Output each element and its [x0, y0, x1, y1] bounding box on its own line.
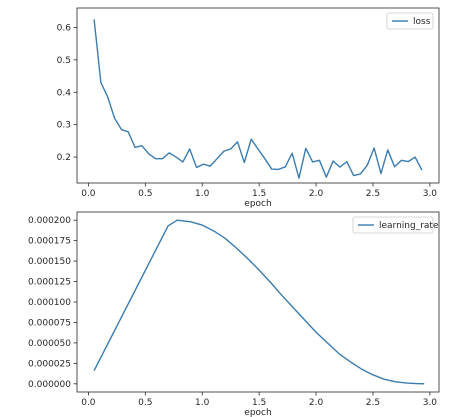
y-tick-label: 0.2: [57, 153, 71, 163]
y-tick-label: 0.000200: [28, 216, 71, 226]
plot-frame: [76, 211, 440, 393]
y-tick-label: 0.000000: [28, 380, 71, 390]
x-tick-label: 0.0: [81, 398, 96, 408]
chart-1: 0.0 0.5 1.0 1.5 2.0 2.5 3.0 0.2 0.3 0.4 0.5 0.6 epoc…: [57, 7, 440, 209]
y-tick-label: 0.000150: [28, 257, 71, 267]
chart-2: 0.0 0.5 1.0 1.5 2.0 2.5 3.0 0.000000 0.000025 0.0…: [28, 211, 440, 417]
x-tick-label: 1.0: [195, 398, 210, 408]
x-tick-label: 1.0: [195, 189, 210, 199]
y-tick-label: 0.6: [57, 23, 72, 33]
x-tick-label: 2.5: [366, 398, 380, 408]
x-tick-label: 3.0: [423, 189, 438, 199]
x-tick-label: 2.0: [309, 189, 324, 199]
legend-label: loss: [413, 17, 431, 27]
x-tick-label: 3.0: [423, 398, 438, 408]
x-axis-label: epoch: [244, 408, 271, 417]
x-tick-label: 1.5: [252, 398, 266, 408]
legend-label: learning_rate: [379, 221, 439, 231]
y-tick-label: 0.000075: [28, 318, 71, 328]
x-tick-label: 0.5: [138, 189, 152, 199]
x-tick-label: 0.0: [81, 189, 96, 199]
x-tick-label: 2.5: [366, 189, 380, 199]
legend-box: [352, 216, 434, 234]
y-tick-label: 0.000125: [28, 278, 71, 288]
plot-frame: [76, 7, 440, 184]
y-tick-label: 0.3: [57, 121, 71, 131]
y-tick-label: 0.000100: [28, 298, 71, 308]
series-line-loss: [93, 19, 423, 179]
x-tick-label: 1.5: [252, 189, 266, 199]
y-tick-label: 0.000175: [28, 237, 71, 247]
legend: learning_rate: [352, 216, 439, 234]
series-line-learning-rate: [93, 219, 425, 385]
x-tick-label: 2.0: [309, 398, 324, 408]
legend: loss: [386, 12, 434, 30]
y-tick-label: 0.000050: [28, 339, 71, 349]
y-tick-label: 0.5: [57, 56, 71, 66]
x-axis-label: epoch: [244, 199, 271, 209]
y-tick-label: 0.4: [57, 88, 72, 98]
legend-box: [386, 12, 434, 30]
x-tick-label: 0.5: [138, 398, 152, 408]
y-tick-label: 0.000025: [28, 359, 71, 369]
